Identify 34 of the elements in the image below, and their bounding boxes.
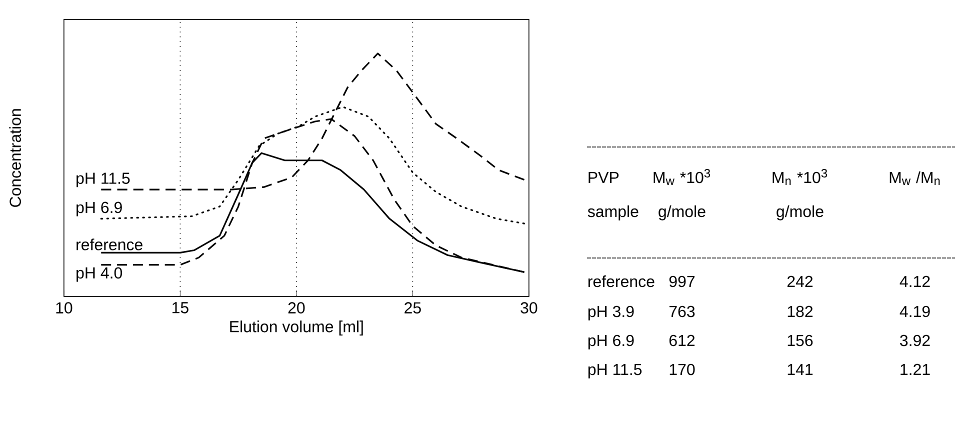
series-label: pH 4.0 [76, 267, 122, 282]
text: pH 6.9 [588, 334, 634, 350]
x-tick-label: 25 [404, 302, 421, 314]
series-label: reference [76, 238, 142, 250]
x-axis-title: Elution volume [ml] [230, 320, 363, 336]
text: g/mole [658, 205, 706, 220]
text: 997 [669, 276, 695, 288]
text: 141 [788, 364, 813, 375]
text: 3.92 [900, 334, 930, 346]
text: sample [588, 205, 638, 220]
text: g/mole [776, 205, 824, 220]
series-label: pH 11.5 [76, 172, 130, 188]
text: 4.19 [900, 306, 930, 318]
x-tick-label: 30 [520, 302, 538, 314]
series-label: pH 6.9 [76, 202, 122, 216]
text: PVP [588, 172, 619, 183]
text: 170 [670, 364, 695, 376]
text: M$_{n}$ *10$^{3}$ [772, 168, 828, 185]
text: 1.21 [900, 364, 930, 375]
text: M$_{w}$ /M$_{n}$ [890, 171, 940, 185]
text: pH 11.5 [588, 364, 642, 378]
x-tick-label: 10 [56, 302, 72, 314]
text: pH 3.9 [588, 306, 634, 320]
text: M$_{w}$ *10$^{3}$ [654, 168, 710, 185]
text: 4.12 [900, 276, 930, 287]
text: 763 [669, 306, 695, 318]
text: 182 [788, 306, 813, 318]
text: reference [588, 275, 654, 288]
text: 156 [788, 334, 813, 346]
y-axis-title: Concentration [9, 109, 21, 207]
text: 242 [787, 276, 813, 287]
text: 612 [669, 334, 695, 346]
x-tick-label: 20 [288, 302, 305, 314]
x-tick-label: 15 [172, 302, 188, 314]
